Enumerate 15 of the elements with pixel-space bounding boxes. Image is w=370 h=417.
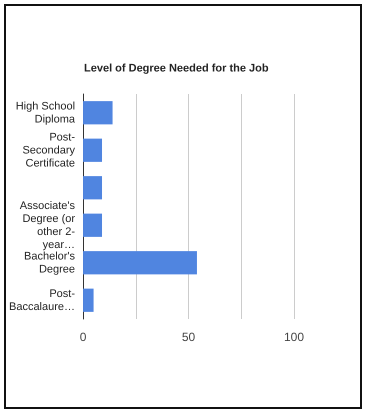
chart-title: Level of Degree Needed for the Job (84, 62, 269, 74)
bar (83, 214, 102, 237)
y-tick-label: Post-Baccalaure… (8, 288, 76, 313)
y-tick-label: Associate's Degree (or other 2-year… (20, 200, 76, 251)
y-tick-label: Post-Secondary Certificate (22, 131, 76, 170)
y-tick-label: Bachelor's Degree (24, 250, 76, 276)
y-tick-label: High School Diploma (16, 100, 76, 126)
bar (83, 251, 197, 274)
bar (83, 288, 94, 312)
x-tick-label: 100 (284, 330, 304, 344)
bar (83, 138, 102, 162)
x-tick-label: 0 (80, 330, 87, 344)
bar (83, 176, 102, 200)
bar (83, 101, 113, 124)
x-tick-label: 50 (182, 330, 196, 344)
